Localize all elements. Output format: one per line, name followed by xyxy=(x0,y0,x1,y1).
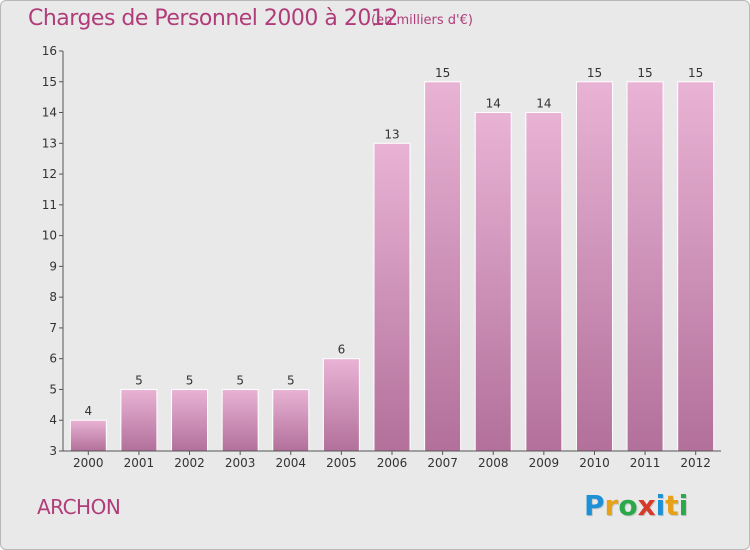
data-label-2004: 5 xyxy=(287,373,295,387)
data-label-2005: 6 xyxy=(338,343,346,357)
bar-2006 xyxy=(373,142,411,452)
bar-2001 xyxy=(120,388,158,452)
data-label-2006: 13 xyxy=(384,127,399,141)
x-tick-label-2004: 2004 xyxy=(275,456,306,470)
commune-name: ARCHON xyxy=(37,495,121,519)
bar-2002 xyxy=(171,388,209,452)
bar-2005 xyxy=(322,358,360,452)
y-tick-label-5: 5 xyxy=(49,382,57,396)
y-tick-label-10: 10 xyxy=(42,229,57,243)
y-tick-label-13: 13 xyxy=(42,136,57,150)
x-tick-label-2002: 2002 xyxy=(174,456,205,470)
data-label-2008: 14 xyxy=(486,97,501,111)
x-tick-label-2006: 2006 xyxy=(377,456,408,470)
y-tick-label-7: 7 xyxy=(49,321,57,335)
y-tick-label-11: 11 xyxy=(42,198,57,212)
bar-2010 xyxy=(575,81,613,452)
bar-2012 xyxy=(677,81,715,452)
y-tick-label-15: 15 xyxy=(42,75,57,89)
y-tick-label-3: 3 xyxy=(49,444,57,458)
y-tick-label-14: 14 xyxy=(42,106,57,120)
logo-letter: x xyxy=(637,489,656,522)
bar-2009 xyxy=(525,112,563,452)
bar-2000 xyxy=(69,419,107,452)
logo-letter: o xyxy=(618,489,638,522)
data-label-2012: 15 xyxy=(688,66,703,80)
logo-letter: P xyxy=(584,489,605,522)
bar-2011 xyxy=(626,81,664,452)
bar-2008 xyxy=(474,112,512,452)
y-tick-label-6: 6 xyxy=(49,352,57,366)
data-label-2007: 15 xyxy=(435,66,450,80)
logo-letter: i xyxy=(678,489,689,522)
x-tick-label-2007: 2007 xyxy=(427,456,458,470)
y-tick-label-9: 9 xyxy=(49,259,57,273)
x-tick-label-2010: 2010 xyxy=(579,456,610,470)
x-tick-label-2011: 2011 xyxy=(630,456,661,470)
x-tick-label-2001: 2001 xyxy=(124,456,155,470)
data-label-2002: 5 xyxy=(186,373,194,387)
logo-letter: r xyxy=(604,489,619,522)
y-tick-label-4: 4 xyxy=(49,413,57,427)
chart-unit: (en milliers d'€) xyxy=(371,13,473,28)
y-tick-label-16: 16 xyxy=(42,44,57,58)
data-label-2003: 5 xyxy=(236,373,244,387)
x-tick-label-2009: 2009 xyxy=(529,456,560,470)
x-tick-label-2008: 2008 xyxy=(478,456,509,470)
data-label-2000: 4 xyxy=(84,404,92,418)
logo-letter: i xyxy=(655,489,666,522)
bar-2007 xyxy=(424,81,462,452)
logo-letter: t xyxy=(665,489,679,522)
y-tick-label-8: 8 xyxy=(49,290,57,304)
x-tick-label-2012: 2012 xyxy=(680,456,711,470)
x-tick-label-2003: 2003 xyxy=(225,456,256,470)
chart-title: Charges de Personnel 2000 à 2012 xyxy=(28,6,398,31)
data-label-2010: 15 xyxy=(587,66,602,80)
bar-2004 xyxy=(272,388,310,452)
x-tick-label-2000: 2000 xyxy=(73,456,104,470)
bars-group: 4 5 5 5 5 6 13 15 14 14 15 15 15 xyxy=(69,66,715,452)
proxiti-logo: Proxiti xyxy=(584,489,688,522)
data-label-2009: 14 xyxy=(536,97,551,111)
x-tick-label-2005: 2005 xyxy=(326,456,357,470)
y-tick-label-12: 12 xyxy=(42,167,57,181)
data-label-2011: 15 xyxy=(637,66,652,80)
data-label-2001: 5 xyxy=(135,373,143,387)
axes-group: 2000 2001 2002 2003 2004 2005 2006 2007 2008 2009… xyxy=(42,44,721,470)
bar-2003 xyxy=(221,388,259,452)
